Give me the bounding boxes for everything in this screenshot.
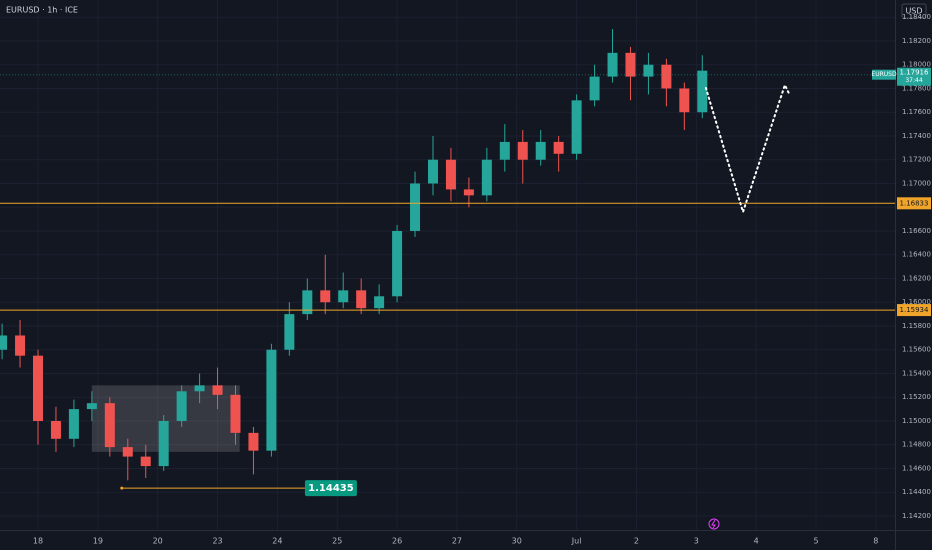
- candle-body: [266, 349, 277, 451]
- low-label: 1.14435: [308, 483, 354, 494]
- x-tick-label: 24: [272, 537, 282, 546]
- candle-body: [392, 230, 403, 297]
- candle-body: [374, 296, 385, 309]
- y-tick-label: 1.16000: [902, 298, 931, 306]
- candle-body: [661, 64, 672, 89]
- y-tick-label: 1.15400: [902, 369, 931, 377]
- y-tick-label: 1.18400: [902, 13, 931, 21]
- candle-body: [445, 159, 456, 190]
- candle-body: [356, 290, 367, 309]
- candle-body: [410, 183, 421, 231]
- candle-body: [284, 314, 295, 350]
- candle-body: [248, 432, 259, 451]
- candle-body: [643, 64, 654, 77]
- candle-body: [194, 385, 205, 392]
- candle-body: [158, 420, 169, 467]
- candle-body: [320, 290, 331, 303]
- x-tick-label: 20: [153, 537, 163, 546]
- candle-body: [589, 76, 600, 101]
- x-tick-label: 26: [392, 537, 402, 546]
- candle-body: [176, 391, 187, 421]
- x-tick-label: 2: [634, 537, 639, 546]
- candle-body: [338, 290, 349, 303]
- currency[interactable]: USD: [905, 7, 922, 16]
- level-tag: [897, 304, 931, 317]
- level-label: 1.16833: [900, 199, 929, 207]
- x-tick-label: 27: [452, 537, 462, 546]
- y-tick-label: 1.17000: [902, 179, 931, 187]
- candle-body: [481, 159, 492, 196]
- countdown-label: 37:44: [905, 77, 922, 84]
- y-tick-label: 1.17600: [902, 108, 931, 116]
- y-tick-label: 1.16400: [902, 251, 931, 259]
- y-tick-label: 1.14200: [902, 512, 931, 520]
- x-tick-label: Jul: [571, 537, 582, 546]
- candle-body: [212, 385, 223, 395]
- price-tag: [897, 67, 931, 86]
- y-tick-label: 1.14600: [902, 464, 931, 472]
- level-tag: [897, 197, 931, 210]
- y-tick-label: 1.17400: [902, 132, 931, 140]
- low-dot: [120, 486, 124, 490]
- x-tick-label: 25: [332, 537, 342, 546]
- candle-body: [571, 100, 582, 154]
- y-tick-label: 1.15000: [902, 417, 931, 425]
- candle-body: [230, 394, 241, 433]
- x-tick-label: 3: [694, 537, 699, 546]
- y-tick-label: 1.18200: [902, 37, 931, 45]
- level-label: 1.15934: [900, 306, 929, 314]
- candle-body: [15, 335, 26, 356]
- candle-body: [553, 141, 564, 154]
- y-tick-label: 1.15800: [902, 322, 931, 330]
- candle-body: [607, 52, 618, 77]
- low-tag: [304, 480, 357, 497]
- y-tick-label: 1.18000: [902, 61, 931, 69]
- candle-body: [0, 335, 8, 350]
- y-tick-label: 1.15200: [902, 393, 931, 401]
- x-tick-label: 4: [754, 537, 759, 546]
- candle-body: [697, 70, 708, 113]
- x-tick-label: 23: [212, 537, 222, 546]
- candle-body: [50, 420, 61, 439]
- x-tick-label: 5: [813, 537, 818, 546]
- candle-body: [33, 355, 44, 421]
- alert-icon[interactable]: [708, 518, 720, 530]
- x-tick-label: 19: [93, 537, 103, 546]
- candle-body: [625, 52, 636, 77]
- candle-body: [463, 189, 474, 196]
- plot: 1.14435: [0, 0, 895, 530]
- currency-button[interactable]: [901, 3, 927, 19]
- x-tick-label: 8: [873, 537, 878, 546]
- y-tick-label: 1.16600: [902, 227, 931, 235]
- candle-body: [68, 409, 79, 439]
- y-tick-label: 1.17800: [902, 84, 931, 92]
- price-label: 1.17916: [900, 69, 929, 77]
- candle-body: [499, 141, 510, 160]
- candle-body: [679, 88, 690, 113]
- y-tick-label: 1.16200: [902, 274, 931, 282]
- candle-body: [104, 403, 115, 448]
- candle-body: [122, 447, 133, 457]
- candle-body: [86, 403, 97, 410]
- candle-body: [302, 290, 313, 315]
- candle-body: [517, 141, 528, 160]
- y-tick-label: 1.15600: [902, 346, 931, 354]
- x-tick-label: 18: [33, 537, 43, 546]
- symbol-label: EURUSD: [871, 71, 897, 78]
- y-tick-label: 1.14400: [902, 488, 931, 496]
- x-tick-label: 30: [512, 537, 522, 546]
- y-tick-label: 1.14800: [902, 441, 931, 449]
- chart-title: EURUSD · 1h · ICE: [6, 6, 78, 15]
- y-tick-label: 1.17200: [902, 156, 931, 164]
- candle-body: [140, 456, 151, 467]
- candle-body: [427, 159, 438, 184]
- candle-body: [535, 141, 546, 160]
- projection-path: [704, 82, 791, 216]
- symbol-tag: [872, 69, 896, 80]
